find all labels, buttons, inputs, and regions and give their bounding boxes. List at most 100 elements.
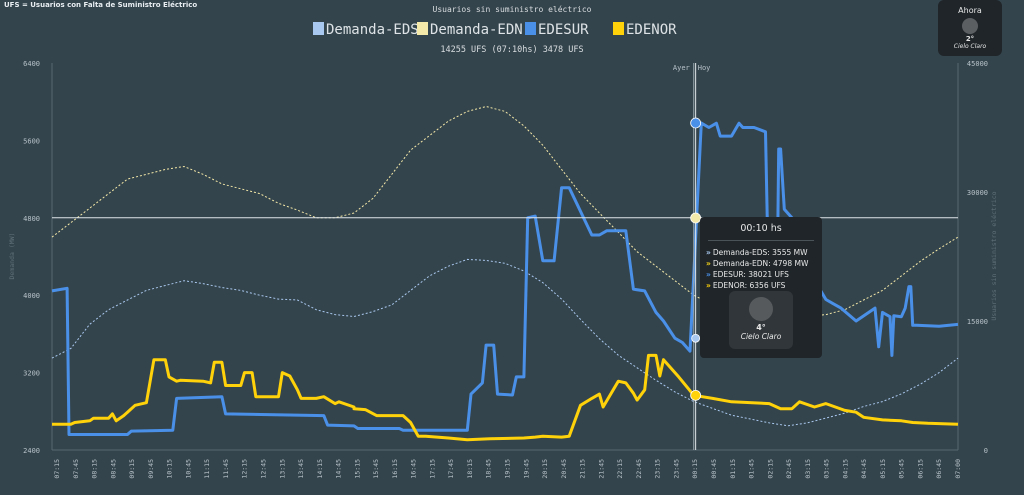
x-tick-label: 19:15 [504,459,512,479]
tooltip-weather: 4° Cielo Claro [729,291,793,349]
x-tick-label: 08:15 [91,459,99,479]
ufs-definition-note: UFS = Usuarios con Falta de Suministro E… [4,1,198,9]
y-tick-left-label: 5600 [23,137,40,145]
tooltip-row-text: Demanda-EDS: 3555 MW [712,248,808,257]
y-tick-right-label: 15000 [967,318,988,326]
legend-label: EDESUR [538,22,589,38]
x-tick-label: 11:15 [203,459,211,479]
y-axis-right-title: Usuarios sin suministro eléctrico [990,191,998,320]
x-tick-label: 06:45 [935,459,943,479]
x-tick-label: 16:15 [391,459,399,479]
x-tick-label: 07:45 [72,459,80,479]
x-tick-label: 05:15 [879,459,887,479]
x-tick-label: 04:45 [860,459,868,479]
x-tick-label: 13:15 [278,459,286,479]
x-tick-label: 18:45 [485,459,493,479]
x-tick-label: 09:45 [147,459,155,479]
x-tick-label: 19:45 [522,459,530,479]
series-line-edenor [52,353,959,442]
x-tick-label: 20:45 [560,459,568,479]
cursor-point-marker [691,333,701,343]
tooltip-weather-temp: 4° [756,323,766,332]
series-line-demanda-edn [51,106,959,320]
weather-now-condition: Cielo Claro [953,43,987,50]
legend-swatch [613,22,624,35]
axes: 2400 3200 4000 4800 5600 6400 0 15000 30000 45000… [8,60,998,479]
x-tick-label: 23:15 [654,459,662,479]
time-cursor: Ayer Hoy [52,63,958,450]
x-tick-label: 05:45 [898,459,906,479]
x-tick-label: 15:45 [372,459,380,479]
x-tick-label: 22:15 [616,459,624,479]
legend-item-demanda-edn[interactable]: Demanda-EDN [417,22,523,38]
day-label-after: Hoy [698,64,711,72]
x-tick-label: 12:45 [259,459,267,479]
legend-item-edesur[interactable]: EDESUR [525,22,589,38]
y-tick-left-label: 3200 [23,370,40,378]
chevron-right-icon: » [706,259,711,268]
legend-label: Demanda-EDS [326,22,419,38]
moon-icon [749,297,773,321]
legend-swatch [525,22,536,35]
x-tick-label: 02:45 [785,459,793,479]
tooltip-row: » Demanda-EDN: 4798 MW [700,258,822,269]
x-tick-label: 07:15 [53,459,61,479]
y-axis-left-title: Demanda (MW) [8,233,16,280]
x-tick-label: 14:45 [335,459,343,479]
x-tick-label: 06:15 [916,459,924,479]
x-tick-label: 22:45 [635,459,643,479]
chart-title: Usuarios sin suministro eléctrico [433,4,592,14]
x-tick-label: 03:45 [823,459,831,479]
y-tick-left-label: 2400 [23,447,40,455]
x-tick-label: 03:15 [804,459,812,479]
tooltip-row: » EDESUR: 38021 UFS [700,269,822,280]
y-tick-left-label: 6400 [23,60,40,68]
x-tick-label: 16:45 [410,459,418,479]
x-tick-label: 18:15 [466,459,474,479]
x-tick-label: 14:15 [316,459,324,479]
legend-swatch [417,22,428,35]
weather-now-card: Ahora 2° Cielo Claro [938,0,1002,56]
x-tick-label: 13:45 [297,459,305,479]
y-tick-left-label: 4000 [23,292,40,300]
y-tick-right-label: 30000 [967,189,988,197]
hover-tooltip: 00:10 hs » Demanda-EDS: 3555 MW» Demanda-E… [700,217,822,358]
x-tick-label: 17:45 [447,459,455,479]
legend-item-edenor[interactable]: EDENOR [613,22,677,38]
series-line-edesur [51,121,959,436]
x-tick-label: 01:45 [748,459,756,479]
y-tick-left-label: 4800 [23,215,40,223]
series-line-demanda-eds [51,258,959,427]
tooltip-time: 00:10 hs [740,223,782,234]
cursor-point-marker [690,389,702,401]
legend-item-demanda-eds[interactable]: Demanda-EDS [313,22,419,38]
chevron-right-icon: » [706,281,711,290]
series-lines [51,106,959,442]
tooltip-row-text: Demanda-EDN: 4798 MW [712,259,809,268]
chart-summary: 14255 UFS (07:10hs) 3478 UFS [440,45,583,55]
tooltip-weather-condition: Cielo Claro [740,332,782,341]
x-tick-label: 21:45 [597,459,605,479]
legend[interactable]: Demanda-EDS Demanda-EDN EDESUR EDENOR [313,22,677,38]
x-tick-label: 10:15 [166,459,174,479]
weather-now-label: Ahora [958,6,982,15]
tooltip-divider [708,240,814,241]
x-tick-label: 21:15 [579,459,587,479]
x-tick-label: 15:15 [353,459,361,479]
legend-label: EDENOR [626,22,677,38]
tooltip-row-text: EDENOR: 6356 UFS [712,281,786,290]
tooltip-row: » Demanda-EDS: 3555 MW [700,247,822,258]
moon-icon [962,18,978,34]
chevron-right-icon: » [706,270,711,279]
x-tick-label: 10:45 [184,459,192,479]
legend-label: Demanda-EDN [430,22,523,38]
tooltip-row-text: EDESUR: 38021 UFS [712,270,789,279]
x-tick-label: 09:15 [128,459,136,479]
y-tick-right-label: 45000 [967,60,988,68]
x-tick-label: 08:45 [109,459,117,479]
x-tick-label: 23:45 [672,459,680,479]
x-tick-label: 00:15 [691,459,699,479]
x-tick-label: 00:45 [710,459,718,479]
day-label-before: Ayer [673,64,690,72]
